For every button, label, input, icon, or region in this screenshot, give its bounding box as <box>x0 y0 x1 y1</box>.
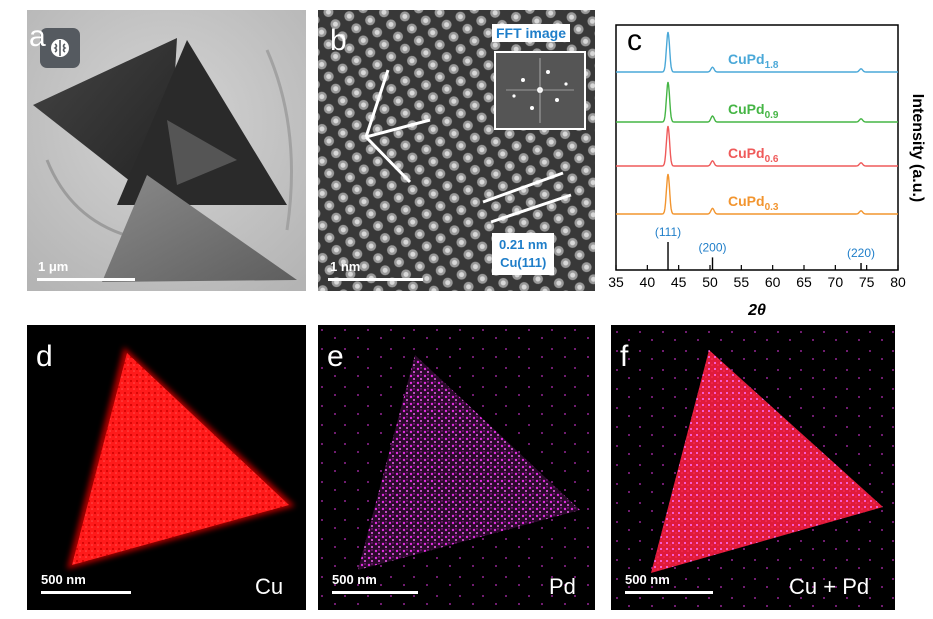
element-label-f: Cu + Pd <box>789 574 870 599</box>
scale-text-b: 1 nm <box>330 259 361 274</box>
lattice-plane-label: Cu(111) <box>500 255 547 270</box>
x-tick-label: 70 <box>828 274 844 290</box>
cu-edx-map <box>67 347 295 569</box>
xrd-series-line <box>616 173 898 215</box>
scale-bar-f <box>625 591 713 594</box>
plot-frame <box>615 24 899 271</box>
panel-label-d: d <box>36 340 53 373</box>
x-tick-label: 50 <box>702 274 718 290</box>
reference-hkl-label: (111) <box>655 225 681 239</box>
scale-text-e: 500 nm <box>332 572 377 587</box>
panel-label-f: f <box>620 340 629 373</box>
panel-e-pd-map: e 500 nm Pd <box>318 325 595 610</box>
panel-f-merged-map: f 500 nm Cu + Pd <box>611 325 895 610</box>
x-tick-label: 65 <box>796 274 812 290</box>
element-label-e: Pd <box>549 574 576 599</box>
element-label-d: Cu <box>255 574 284 599</box>
scale-bar-b <box>328 278 423 281</box>
x-tick-label: 80 <box>890 274 906 290</box>
xrd-series-line <box>616 81 898 123</box>
scale-bar-e <box>332 591 418 594</box>
scale-bar-a <box>37 278 135 281</box>
scale-text-d: 500 nm <box>41 572 86 587</box>
panel-a-tem-image: a 1 μm <box>27 10 306 291</box>
series-label: CuPd0.3 <box>728 193 779 213</box>
scale-text-f: 500 nm <box>625 572 670 587</box>
panel-label-b: b <box>330 24 347 57</box>
x-tick-label: 60 <box>765 274 781 290</box>
lattice-spacing-box: 0.21 nm Cu(111) <box>492 233 555 275</box>
scale-bar-d <box>41 591 131 594</box>
scale-text-a: 1 μm <box>38 259 69 274</box>
y-axis-label: Intensity (a.u.) <box>909 94 926 202</box>
x-tick-label: 35 <box>608 274 624 290</box>
panel-d-cu-map: d 500 nm Cu <box>27 325 306 610</box>
x-axis-label: 2θ <box>747 302 766 319</box>
x-tick-label: 75 <box>859 274 875 290</box>
x-tick-label: 55 <box>734 274 750 290</box>
pd-edx-map <box>318 325 595 610</box>
panel-label-c: c <box>627 24 642 57</box>
xrd-series-line <box>616 125 898 167</box>
xrd-chart: c 35 40 45 50 55 60 65 70 75 80 CuPd1.8 CuPd0.9 CuPd… <box>608 24 926 319</box>
x-tick-label: 40 <box>640 274 656 290</box>
panel-b-hrtem-image: FFT image 0.21 nm Cu(111) b 1 nm <box>318 10 595 291</box>
series-label: CuPd0.6 <box>728 145 779 165</box>
reference-hkl-label: (200) <box>698 240 726 254</box>
series-label: CuPd0.9 <box>728 101 779 121</box>
reference-hkl-label: (220) <box>847 246 875 260</box>
tem-micrograph <box>27 10 306 291</box>
fft-inset-label: FFT image <box>492 24 571 42</box>
xrd-series-line <box>616 31 898 73</box>
series-label: CuPd1.8 <box>728 51 779 71</box>
app-icon[interactable] <box>40 28 80 68</box>
panel-label-e: e <box>327 340 344 373</box>
fft-spots <box>506 58 574 123</box>
merged-edx-map <box>611 325 895 610</box>
brain-icon <box>51 39 69 57</box>
x-tick-label: 45 <box>671 274 687 290</box>
lattice-spacing-value: 0.21 nm <box>499 237 548 252</box>
panel-label-a: a <box>29 20 46 53</box>
panel-c-xrd-chart: c 35 40 45 50 55 60 65 70 75 80 CuPd1.8 CuPd0.9 CuPd… <box>600 10 933 330</box>
